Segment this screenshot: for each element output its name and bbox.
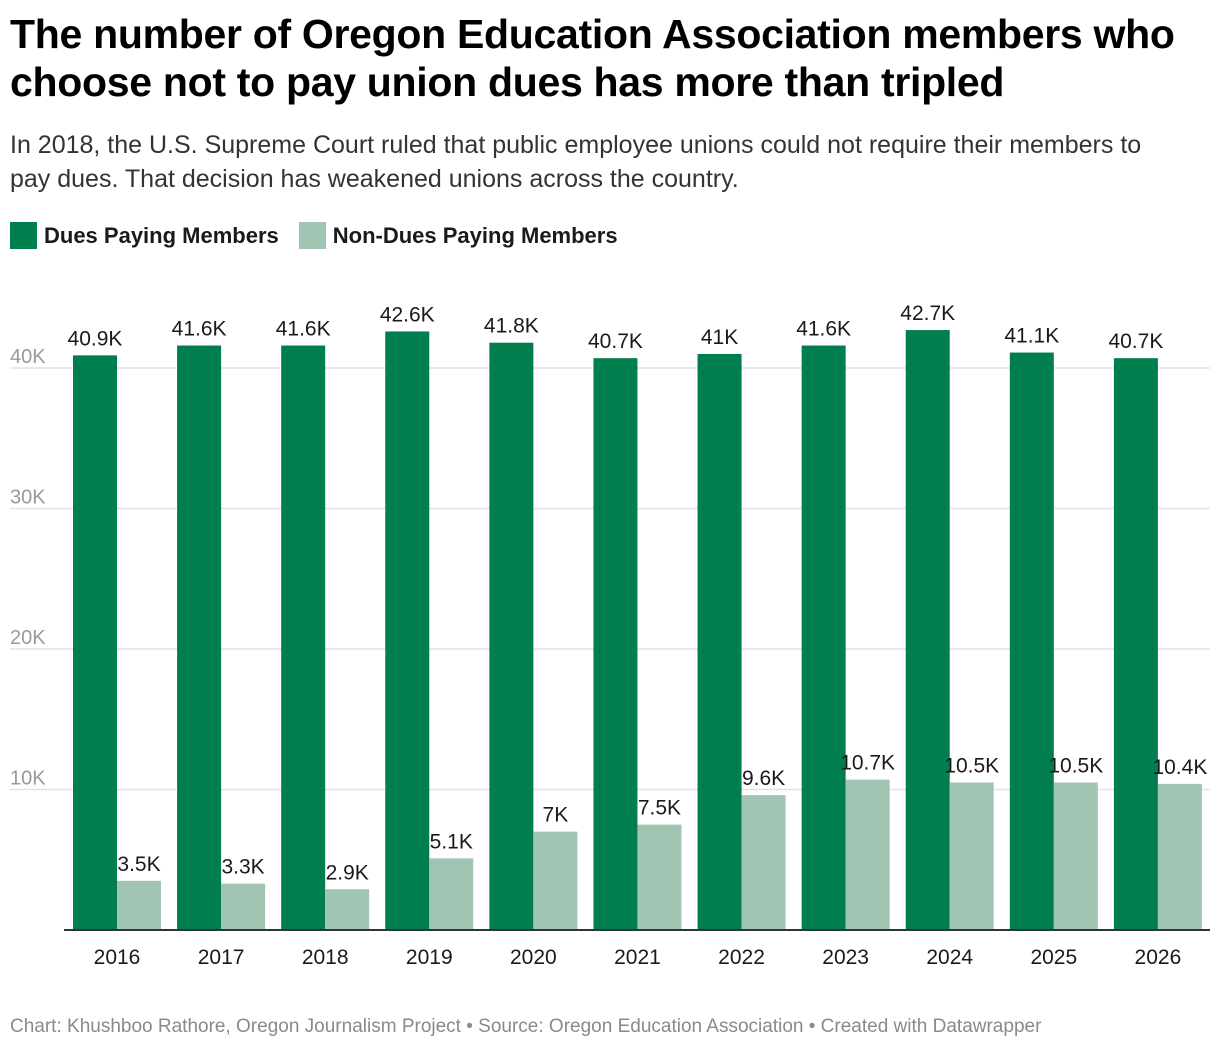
chart-subtitle: In 2018, the U.S. Supreme Court ruled th… xyxy=(10,131,1142,193)
data-label-dues-2026: 40.7K xyxy=(1108,330,1163,353)
data-label-non-dues-2016: 3.5K xyxy=(117,853,160,876)
bar-non-dues-2025 xyxy=(1053,782,1098,930)
data-label-dues-2016: 40.9K xyxy=(68,327,123,350)
legend: Dues Paying Members Non-Dues Paying Memb… xyxy=(10,222,618,249)
x-tick-label-2025: 2025 xyxy=(1030,946,1077,969)
legend-item-dues: Dues Paying Members xyxy=(10,222,279,249)
x-tick-label-2024: 2024 xyxy=(926,946,973,969)
data-label-dues-2020: 41.8K xyxy=(484,315,539,338)
x-tick-label-2021: 2021 xyxy=(614,946,661,969)
data-label-dues-2024: 42.7K xyxy=(900,302,955,325)
data-label-dues-2023: 41.6K xyxy=(796,318,851,341)
bar-dues-2025 xyxy=(1009,352,1054,930)
x-tick-label-2023: 2023 xyxy=(822,946,869,969)
legend-swatch-dues xyxy=(10,222,37,249)
y-tick-label-20K: 20K xyxy=(10,627,46,649)
data-label-dues-2017: 41.6K xyxy=(172,318,227,341)
bar-dues-2023 xyxy=(801,345,846,930)
x-tick-label-2017: 2017 xyxy=(198,946,245,969)
y-tick-label-40K: 40K xyxy=(10,346,46,368)
data-label-non-dues-2023: 10.7K xyxy=(840,752,895,775)
data-label-non-dues-2025: 10.5K xyxy=(1048,754,1103,777)
bar-non-dues-2021 xyxy=(637,824,682,930)
bar-dues-2017 xyxy=(177,345,222,930)
legend-item-non-dues: Non-Dues Paying Members xyxy=(298,222,618,249)
data-label-dues-2021: 40.7K xyxy=(588,330,643,353)
bar-non-dues-2023 xyxy=(845,779,890,930)
bar-non-dues-2020 xyxy=(533,831,578,930)
bar-dues-2024 xyxy=(905,330,950,930)
data-label-non-dues-2020: 7K xyxy=(543,804,569,827)
bar-non-dues-2016 xyxy=(117,880,161,930)
chart-footer: Chart: Khushboo Rathore, Oregon Journali… xyxy=(10,1016,1042,1037)
y-tick-label-10K: 10K xyxy=(10,768,46,790)
legend-label-non-dues: Non-Dues Paying Members xyxy=(332,222,618,248)
data-label-dues-2022: 41K xyxy=(701,326,738,349)
bar-dues-2020 xyxy=(489,342,534,931)
data-label-non-dues-2024: 10.5K xyxy=(944,754,999,777)
x-tick-label-2018: 2018 xyxy=(302,946,349,969)
bar-non-dues-2018 xyxy=(325,889,370,930)
bar-dues-2018 xyxy=(281,345,326,930)
chart-title: The number of Oregon Education Associati… xyxy=(10,11,1175,105)
bar-dues-2016 xyxy=(73,355,117,931)
x-tick-label-2016: 2016 xyxy=(94,946,141,969)
data-label-non-dues-2022: 9.6K xyxy=(742,767,785,790)
data-label-non-dues-2018: 2.9K xyxy=(326,861,369,884)
bar-dues-2019 xyxy=(385,331,430,931)
bar-non-dues-2024 xyxy=(949,782,994,930)
bar-dues-2026 xyxy=(1113,358,1158,930)
bar-non-dues-2017 xyxy=(221,883,266,930)
x-tick-label-2019: 2019 xyxy=(406,946,453,969)
bar-non-dues-2026 xyxy=(1157,783,1202,930)
x-tick-label-2020: 2020 xyxy=(510,946,557,969)
data-label-non-dues-2017: 3.3K xyxy=(221,856,264,879)
x-tick-label-2022: 2022 xyxy=(718,946,765,969)
bar-dues-2021 xyxy=(593,358,638,930)
bar-chart: 10K 20K 30K 40K 40.9K 3.5K 2016 41.6K 3.3K 2017 41… xyxy=(10,302,1210,969)
x-tick-label-2026: 2026 xyxy=(1135,946,1182,969)
bar-non-dues-2019 xyxy=(429,858,474,930)
data-label-dues-2019: 42.6K xyxy=(380,303,435,326)
bar-dues-2022 xyxy=(697,353,742,930)
y-tick-label-30K: 30K xyxy=(10,487,46,509)
bar-non-dues-2022 xyxy=(741,795,786,930)
data-label-non-dues-2021: 7.5K xyxy=(638,797,681,820)
data-label-non-dues-2026: 10.4K xyxy=(1152,756,1207,779)
data-label-dues-2025: 41.1K xyxy=(1004,325,1059,348)
data-label-non-dues-2019: 5.1K xyxy=(430,830,473,853)
legend-label-dues: Dues Paying Members xyxy=(44,222,279,248)
legend-swatch-non-dues xyxy=(298,222,326,249)
data-label-dues-2018: 41.6K xyxy=(276,318,331,341)
